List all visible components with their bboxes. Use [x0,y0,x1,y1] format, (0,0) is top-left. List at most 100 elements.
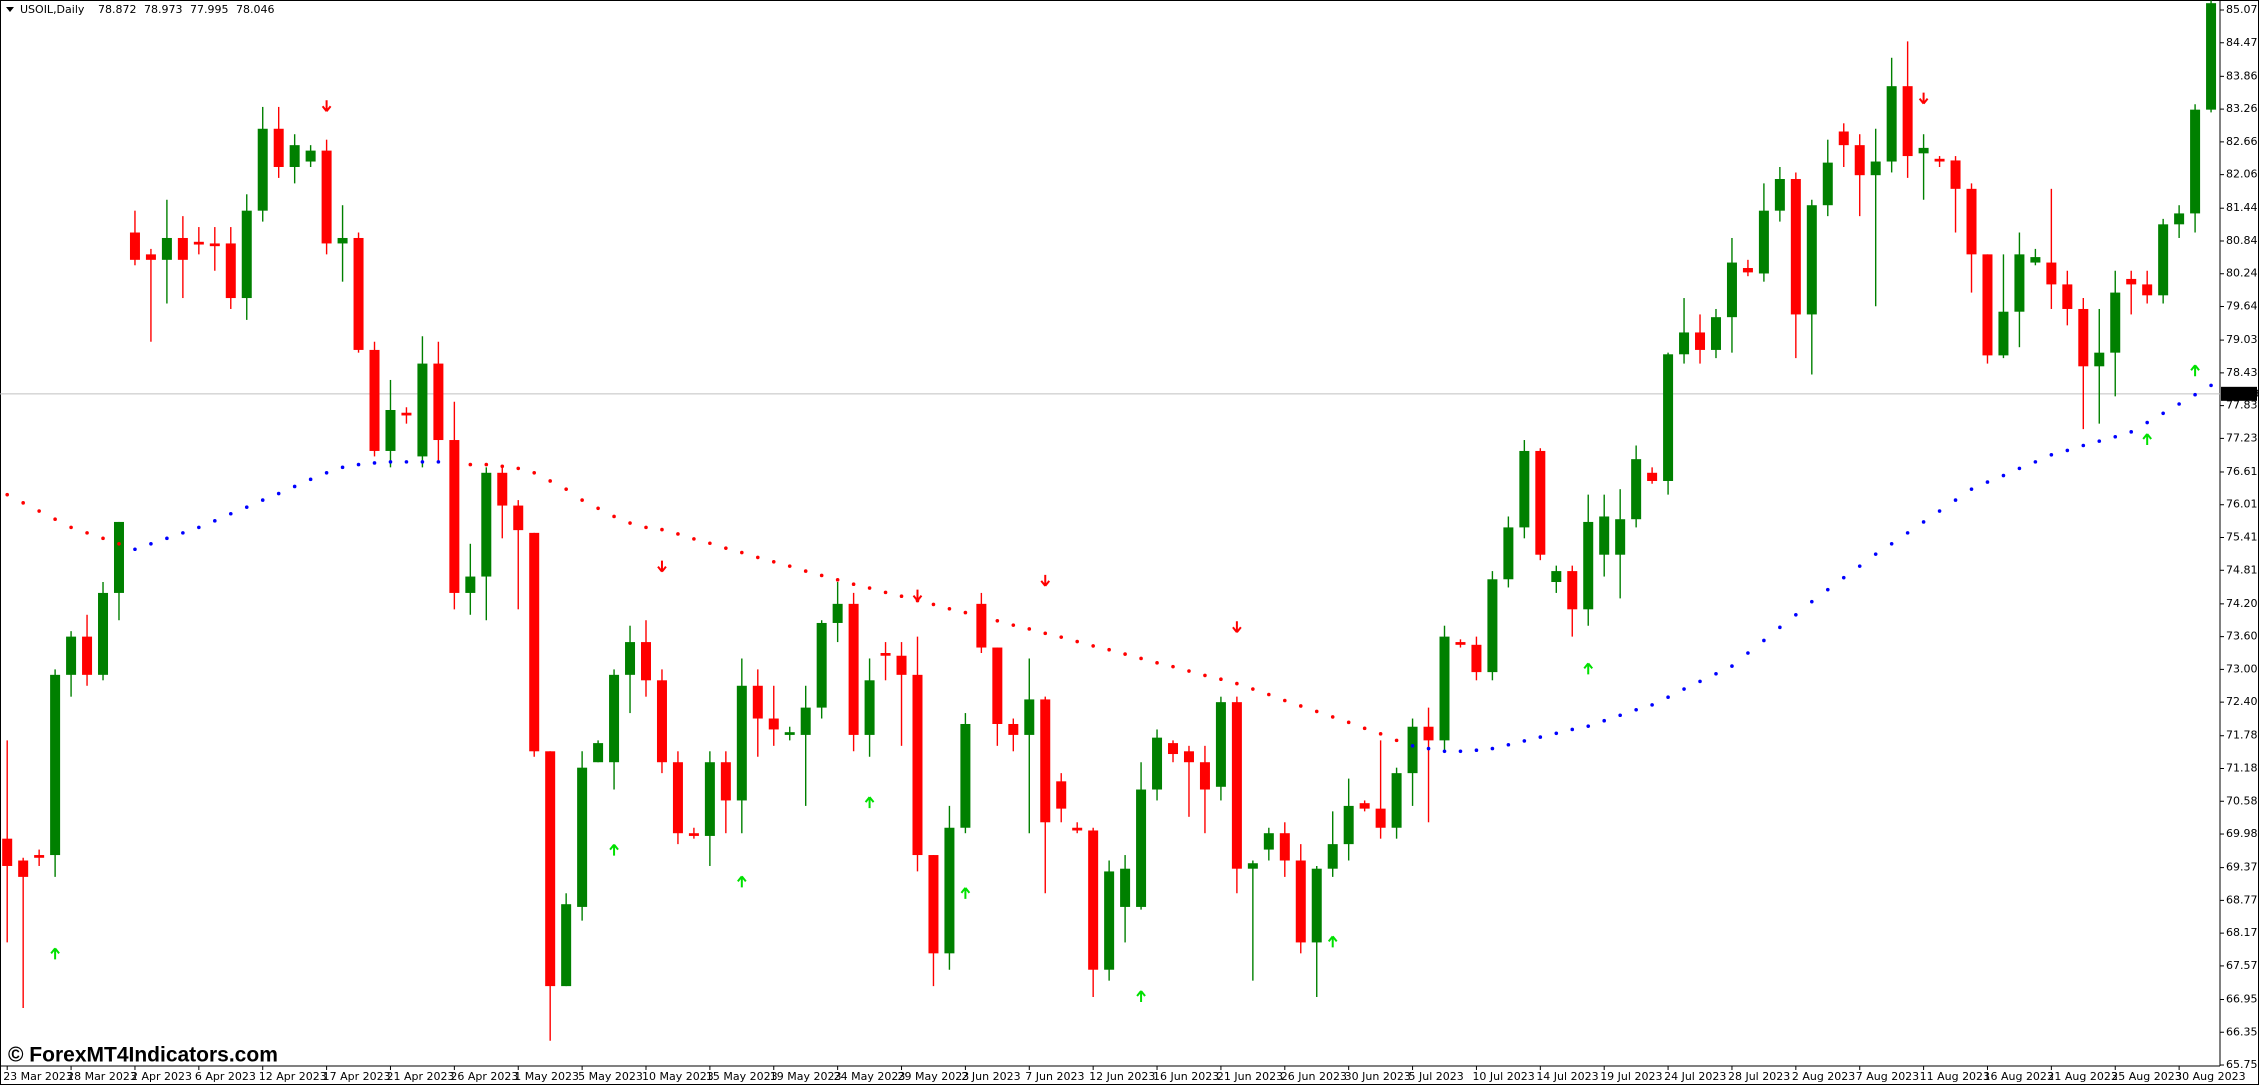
ma-dot [724,546,728,550]
y-tick-label: 72.400 [2226,695,2259,708]
buy-arrow [1327,935,1338,948]
ma-dot [452,464,457,469]
ma-dot [580,498,584,502]
candle-body [1567,571,1578,610]
candle-body [848,603,859,735]
candle-body [1710,317,1721,350]
candle-body [1726,262,1737,318]
ma-dot [2209,383,2213,388]
y-tick-label: 69.370 [2226,861,2259,874]
candle-body [529,532,540,752]
ma-dot [1283,698,1287,703]
ma-dot [2033,460,2038,464]
y-tick-label: 75.415 [2226,531,2259,544]
ma-dot [1905,531,1910,535]
header-toggle[interactable] [6,7,14,12]
ma-dot [692,537,696,541]
candle-body [1136,789,1147,907]
ma-dot [596,506,600,511]
sell-arrow [1918,92,1929,105]
candle-body [241,210,252,299]
candle-body [896,655,907,675]
y-tick-label: 77.230 [2226,431,2259,444]
y-tick-label: 77.830 [2226,399,2259,412]
ma-dot [1522,739,1527,743]
y-tick-label: 69.985 [2226,827,2259,840]
x-tick-label: 2 Aug 2023 [1792,1070,1855,1083]
x-tick-label: 30 Aug 2023 [2175,1070,2245,1083]
ma-dot [2177,402,2181,406]
candle-body [928,855,939,954]
candle-body [992,647,1003,724]
candle-body [66,636,77,675]
ma-dot [1442,749,1447,754]
ma-dot [1554,731,1559,736]
candle-body [1279,833,1290,861]
candle-body [145,254,156,260]
ma-dot [1203,673,1207,678]
candle-body [1583,521,1594,610]
candle-body [2158,224,2169,296]
candle-body [1152,737,1163,790]
ma-dot [1506,742,1511,747]
ma-dot [676,532,680,536]
y-tick-label: 73.000 [2226,662,2259,675]
ma-dot [1155,661,1159,665]
ma-dot [947,606,952,611]
candle-body [1679,332,1690,355]
ma-dot [21,501,25,505]
ma-dot [1825,587,1830,592]
x-tick-label: 12 Apr 2023 [259,1070,327,1083]
candle-body [1774,179,1785,211]
ma-dot [2065,448,2070,453]
candle-body [1040,699,1051,823]
candle-body [880,653,891,656]
y-tick-label: 82.660 [2226,135,2259,148]
ma-dot [500,464,505,469]
ma-dot [356,462,361,467]
ma-dot [1458,749,1463,754]
x-tick-label: 19 May 2023 [770,1070,842,1083]
candle-body [1168,743,1179,755]
candle-body [1695,332,1706,350]
ma-dot [1043,631,1048,636]
x-tick-label: 28 Jul 2023 [1728,1070,1790,1083]
candle-body [609,674,620,763]
candle-body [1551,571,1562,583]
ma-dot [404,460,409,464]
candle-body [34,855,45,858]
x-tick-label: 28 Mar 2023 [67,1070,137,1083]
ma-dot [2081,443,2086,448]
ma-dot [1251,687,1255,691]
candle-body [113,521,124,593]
candle-body [1982,254,1993,356]
ma-dot [1570,727,1575,732]
x-tick-label: 17 Apr 2023 [323,1070,391,1083]
candle-body [50,674,61,856]
candle-body [193,241,204,245]
x-tick-label: 2 Apr 2023 [131,1070,192,1083]
candle-body [98,592,109,675]
candle-body [784,732,795,735]
last-price-tag [2221,386,2257,401]
ma-dot [181,531,185,535]
x-tick-label: 16 Aug 2023 [1983,1070,2053,1083]
candle-body [1327,844,1338,869]
ma-dot [5,492,9,497]
buy-arrow [2142,433,2152,446]
ma-dot [1714,671,1718,676]
y-tick-label: 74.815 [2226,563,2259,576]
ma-dot [883,590,888,595]
candle-body [864,680,875,735]
ma-dot [1746,651,1750,655]
ma-dot [1314,709,1319,714]
ma-dot [149,541,153,546]
ma-dot [468,462,473,467]
y-tick-label: 76.015 [2226,498,2259,511]
x-tick-label: 21 Aug 2023 [2047,1070,2117,1083]
header-close: 78.046 [236,3,275,16]
x-tick-label: 16 Jun 2023 [1153,1070,1219,1083]
candle-body [1439,636,1450,741]
ma-dot [1602,718,1606,723]
